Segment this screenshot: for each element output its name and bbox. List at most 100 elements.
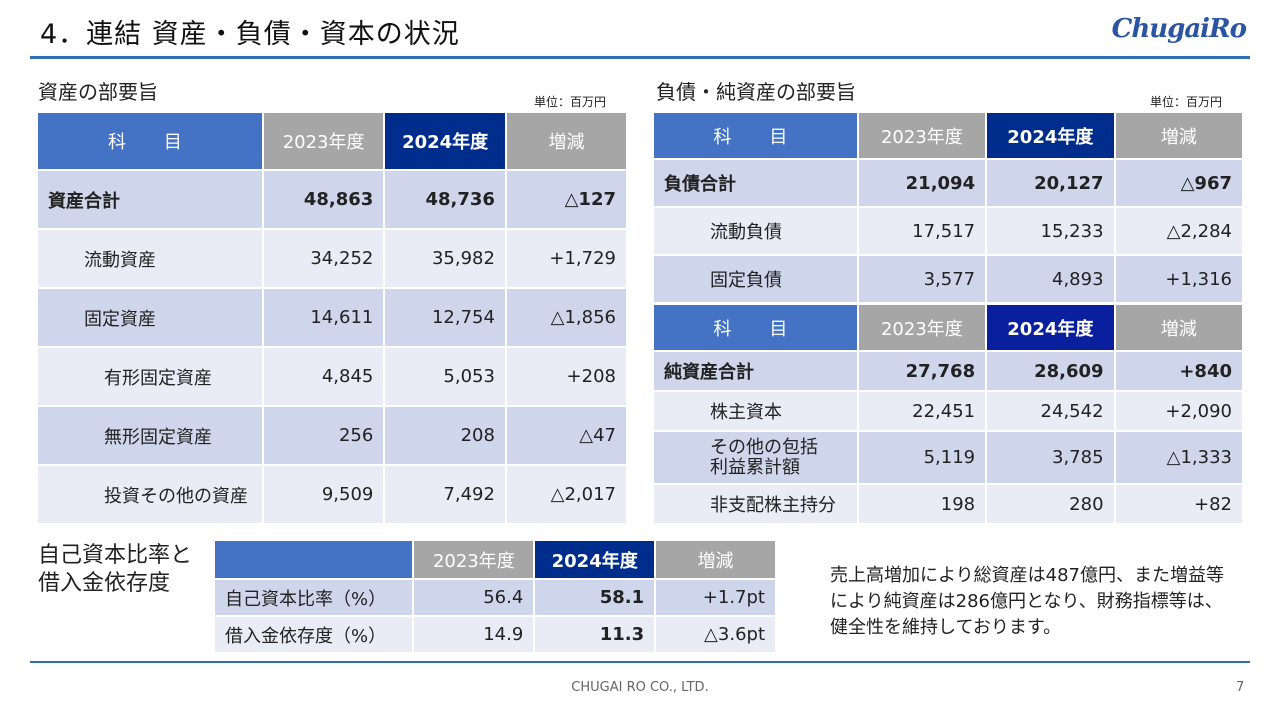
value-2023: 22,451 — [858, 392, 986, 430]
value-2023: 4,845 — [263, 348, 384, 405]
value-change: △1,856 — [506, 289, 626, 346]
column-header-change: 増減 — [656, 541, 775, 578]
row-label: 資産合計 — [38, 171, 262, 228]
value-2024: 7,492 — [385, 466, 505, 523]
value-2023: 27,768 — [858, 352, 986, 390]
table-header-row: 科 目 2023年度 2024年度 増減 — [654, 113, 1242, 158]
footer-divider — [30, 661, 1250, 663]
column-header-2023: 2023年度 — [414, 541, 534, 578]
table-row: 投資その他の資産 9,509 7,492 △2,017 — [38, 466, 626, 523]
table-row: その他の包括 利益累計額 5,119 3,785 △1,333 — [654, 432, 1242, 483]
table-header-row: 科 目 2023年度 2024年度 増減 — [654, 305, 1242, 350]
table-row: 自己資本比率（%） 56.4 58.1 +1.7pt — [215, 580, 775, 615]
row-label: 投資その他の資産 — [38, 466, 262, 523]
value-2024: 4,893 — [987, 256, 1114, 302]
value-change: +840 — [1115, 352, 1242, 390]
row-label: その他の包括 利益累計額 — [654, 432, 857, 483]
page-number: 7 — [1236, 680, 1245, 695]
value-2023: 56.4 — [414, 580, 534, 615]
value-2023: 21,094 — [858, 160, 986, 206]
row-label: 流動資産 — [38, 230, 262, 287]
value-2023: 14.9 — [414, 617, 534, 652]
header-divider — [30, 56, 1250, 59]
column-header-2023: 2023年度 — [263, 113, 384, 169]
row-label: 固定資産 — [38, 289, 262, 346]
table-row: 非支配株主持分 198 280 +82 — [654, 485, 1242, 523]
value-2024: 5,053 — [385, 348, 505, 405]
value-2023: 14,611 — [263, 289, 384, 346]
row-label: 流動負債 — [654, 208, 857, 254]
table-row: 固定資産 14,611 12,754 △1,856 — [38, 289, 626, 346]
value-change: △2,017 — [506, 466, 626, 523]
row-label: 自己資本比率（%） — [215, 580, 413, 615]
value-change: △127 — [506, 171, 626, 228]
row-label-line2: 利益累計額 — [710, 456, 800, 478]
ratios-title-line1: 自己資本比率と — [38, 543, 193, 568]
value-2023: 3,577 — [858, 256, 986, 302]
table-row: 有形固定資産 4,845 5,053 +208 — [38, 348, 626, 405]
table-row: 流動資産 34,252 35,982 +1,729 — [38, 230, 626, 287]
value-2024: 12,754 — [385, 289, 505, 346]
table-row: 無形固定資産 256 208 △47 — [38, 407, 626, 464]
liabilities-section-title: 負債・純資産の部要旨 — [656, 80, 856, 104]
value-2024: 48,736 — [385, 171, 505, 228]
value-2024: 280 — [987, 485, 1114, 523]
value-change: △967 — [1115, 160, 1242, 206]
value-2023: 34,252 — [263, 230, 384, 287]
value-2024: 24,542 — [987, 392, 1114, 430]
column-header-item: 科 目 — [654, 113, 857, 158]
value-2024: 35,982 — [385, 230, 505, 287]
value-2024: 208 — [385, 407, 505, 464]
value-2024: 11.3 — [535, 617, 655, 652]
value-change: △3.6pt — [656, 617, 775, 652]
ratios-title-line2: 借入金依存度 — [38, 571, 171, 596]
column-header-2024: 2024年度 — [385, 113, 505, 169]
row-label: 借入金依存度（%） — [215, 617, 413, 652]
table-row: 流動負債 17,517 15,233 △2,284 — [654, 208, 1242, 254]
table-row: 借入金依存度（%） 14.9 11.3 △3.6pt — [215, 617, 775, 652]
footer-company: CHUGAI RO CO., LTD. — [571, 680, 709, 695]
value-2024: 3,785 — [987, 432, 1114, 483]
summary-note: 売上高増加により総資産は487億円、また増益等により純資産は286億円となり、財… — [830, 565, 1224, 638]
column-header-change: 増減 — [506, 113, 626, 169]
value-change: △2,284 — [1115, 208, 1242, 254]
column-header-change: 増減 — [1115, 113, 1242, 158]
column-header-item: 科 目 — [38, 113, 262, 169]
assets-table: 科 目 2023年度 2024年度 増減 資産合計 48,863 48,736 … — [36, 111, 628, 525]
row-label: 非支配株主持分 — [654, 485, 857, 523]
table-row: 固定負債 3,577 4,893 +1,316 — [654, 256, 1242, 302]
value-change: △47 — [506, 407, 626, 464]
column-header-blank — [215, 541, 413, 578]
assets-unit-label: 単位：百万円 — [534, 95, 607, 109]
value-change: △1,333 — [1115, 432, 1242, 483]
value-change: +2,090 — [1115, 392, 1242, 430]
column-header-2024: 2024年度 — [987, 113, 1114, 158]
column-header-change: 増減 — [1115, 305, 1242, 350]
value-change: +1,316 — [1115, 256, 1242, 302]
table-row: 純資産合計 27,768 28,609 +840 — [654, 352, 1242, 390]
value-change: +1.7pt — [656, 580, 775, 615]
column-header-2024: 2024年度 — [987, 305, 1114, 350]
value-2023: 198 — [858, 485, 986, 523]
ratios-table: 2023年度 2024年度 増減 自己資本比率（%） 56.4 58.1 +1.… — [213, 539, 777, 654]
value-2024: 58.1 — [535, 580, 655, 615]
table-header-row: 2023年度 2024年度 増減 — [215, 541, 775, 578]
ratios-section-title: 自己資本比率と 借入金依存度 — [38, 542, 192, 598]
value-2023: 256 — [263, 407, 384, 464]
column-header-2023: 2023年度 — [858, 113, 986, 158]
column-header-2023: 2023年度 — [858, 305, 986, 350]
table-row: 負債合計 21,094 20,127 △967 — [654, 160, 1242, 206]
column-header-item: 科 目 — [654, 305, 857, 350]
equity-table: 科 目 2023年度 2024年度 増減 純資産合計 27,768 28,609… — [652, 303, 1244, 525]
value-2024: 28,609 — [987, 352, 1114, 390]
value-change: +82 — [1115, 485, 1242, 523]
table-header-row: 科 目 2023年度 2024年度 増減 — [38, 113, 626, 169]
table-row: 資産合計 48,863 48,736 △127 — [38, 171, 626, 228]
row-label: 無形固定資産 — [38, 407, 262, 464]
assets-section-title: 資産の部要旨 — [38, 80, 158, 104]
company-logo: ChugaiRo — [1111, 14, 1247, 44]
value-2023: 9,509 — [263, 466, 384, 523]
value-2023: 5,119 — [858, 432, 986, 483]
row-label: 負債合計 — [654, 160, 857, 206]
value-change: +1,729 — [506, 230, 626, 287]
